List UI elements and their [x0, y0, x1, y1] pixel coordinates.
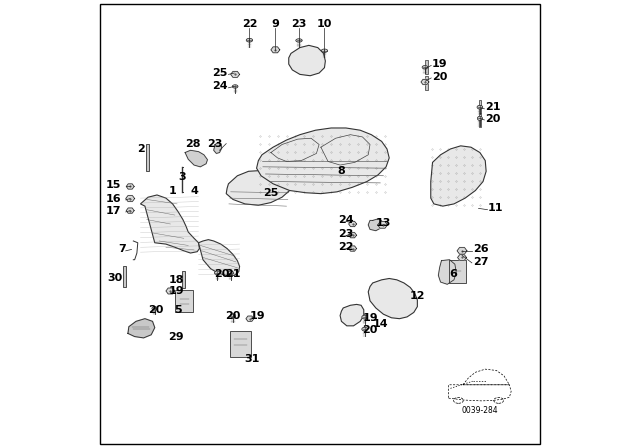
- Ellipse shape: [362, 315, 367, 319]
- Text: 7: 7: [118, 245, 125, 254]
- Ellipse shape: [230, 314, 236, 318]
- Text: 19: 19: [431, 59, 447, 69]
- Text: 19: 19: [362, 313, 378, 323]
- Polygon shape: [140, 195, 200, 253]
- Text: 17: 17: [106, 206, 121, 215]
- Polygon shape: [438, 260, 456, 284]
- Text: 20: 20: [485, 114, 500, 124]
- Text: 4: 4: [190, 186, 198, 196]
- Polygon shape: [246, 316, 254, 321]
- FancyBboxPatch shape: [449, 260, 465, 283]
- Text: 16: 16: [106, 194, 121, 203]
- FancyBboxPatch shape: [425, 60, 428, 74]
- Text: 20: 20: [225, 311, 241, 322]
- Text: 12: 12: [410, 291, 425, 302]
- Ellipse shape: [422, 65, 428, 69]
- Polygon shape: [421, 79, 429, 85]
- Text: 20: 20: [431, 72, 447, 82]
- Text: 1: 1: [169, 186, 177, 196]
- Polygon shape: [378, 222, 387, 228]
- Polygon shape: [368, 279, 417, 319]
- Polygon shape: [126, 184, 134, 189]
- Text: 23: 23: [291, 19, 307, 29]
- Text: 19: 19: [250, 311, 266, 322]
- Text: 29: 29: [168, 332, 184, 341]
- Text: 14: 14: [372, 319, 388, 329]
- FancyBboxPatch shape: [175, 290, 193, 312]
- Text: 24: 24: [212, 82, 228, 91]
- Ellipse shape: [362, 327, 367, 331]
- Polygon shape: [340, 304, 364, 326]
- Polygon shape: [198, 240, 239, 276]
- FancyBboxPatch shape: [479, 100, 481, 113]
- Text: 11: 11: [488, 203, 503, 213]
- Text: 28: 28: [185, 138, 200, 149]
- Text: 13: 13: [376, 218, 392, 228]
- Text: 25: 25: [263, 188, 278, 198]
- Text: 22: 22: [242, 19, 257, 29]
- FancyBboxPatch shape: [146, 144, 149, 171]
- Polygon shape: [185, 151, 207, 167]
- Text: 26: 26: [473, 245, 488, 254]
- FancyBboxPatch shape: [230, 331, 252, 357]
- Text: 2: 2: [138, 144, 145, 154]
- Ellipse shape: [232, 85, 238, 88]
- Polygon shape: [368, 219, 383, 231]
- Text: 10: 10: [317, 19, 332, 29]
- Ellipse shape: [228, 271, 234, 275]
- Polygon shape: [166, 288, 175, 294]
- Ellipse shape: [246, 39, 253, 42]
- Polygon shape: [126, 196, 134, 202]
- Text: 20: 20: [214, 269, 229, 279]
- Text: 21: 21: [485, 102, 500, 112]
- Text: 22: 22: [338, 242, 354, 252]
- Text: 6: 6: [449, 269, 457, 279]
- Polygon shape: [226, 170, 291, 205]
- Ellipse shape: [214, 271, 220, 275]
- FancyBboxPatch shape: [182, 271, 185, 289]
- Polygon shape: [214, 143, 221, 153]
- Text: 9: 9: [271, 19, 279, 29]
- Text: 31: 31: [244, 354, 259, 364]
- Text: 8: 8: [337, 166, 346, 177]
- FancyBboxPatch shape: [425, 76, 428, 90]
- Text: 25: 25: [212, 68, 228, 78]
- Text: 19: 19: [168, 286, 184, 296]
- Polygon shape: [458, 254, 467, 260]
- Text: 30: 30: [108, 273, 123, 284]
- Polygon shape: [431, 146, 486, 206]
- Ellipse shape: [477, 105, 483, 109]
- Text: 5: 5: [175, 305, 182, 315]
- Polygon shape: [231, 71, 239, 78]
- Ellipse shape: [296, 39, 302, 42]
- Polygon shape: [349, 221, 356, 227]
- Polygon shape: [457, 247, 467, 254]
- Text: 20: 20: [148, 305, 163, 315]
- Text: 20: 20: [362, 325, 378, 335]
- Text: 27: 27: [473, 257, 488, 267]
- Text: 18: 18: [168, 275, 184, 285]
- Text: 24: 24: [338, 215, 354, 224]
- FancyBboxPatch shape: [124, 266, 126, 288]
- FancyBboxPatch shape: [479, 113, 481, 127]
- Ellipse shape: [321, 49, 328, 52]
- Ellipse shape: [477, 116, 483, 121]
- Polygon shape: [289, 45, 325, 76]
- Polygon shape: [126, 208, 134, 213]
- Text: 3: 3: [179, 172, 186, 181]
- Text: 23: 23: [338, 229, 353, 239]
- Polygon shape: [349, 246, 356, 251]
- Text: 23: 23: [207, 138, 223, 149]
- Polygon shape: [257, 128, 389, 194]
- Polygon shape: [349, 233, 356, 238]
- Text: 0039-284: 0039-284: [461, 406, 498, 415]
- Text: 21: 21: [225, 269, 241, 279]
- Ellipse shape: [152, 307, 157, 310]
- Text: 15: 15: [106, 180, 121, 190]
- Polygon shape: [128, 319, 155, 338]
- Polygon shape: [271, 47, 280, 53]
